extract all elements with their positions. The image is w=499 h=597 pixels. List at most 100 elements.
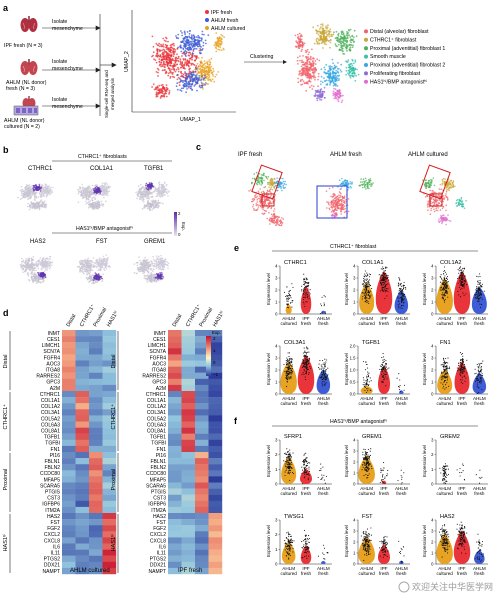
umap-sample-point <box>188 42 190 45</box>
umap-cluster-point <box>329 75 331 78</box>
umap-sample-point <box>214 75 217 78</box>
umap-cluster-point <box>318 30 321 33</box>
umap-cluster-point <box>325 25 327 28</box>
gene-has2: HAS2 <box>30 239 46 245</box>
feature-plot-point <box>155 279 158 282</box>
umap-cluster-point <box>316 99 319 102</box>
scrnaseq-label-2: merged analysis <box>110 77 115 110</box>
feature-plot-point <box>81 265 84 267</box>
feature-plot-point <box>151 263 154 265</box>
feature-plot-point <box>41 201 44 203</box>
umap-cluster-point <box>353 29 356 32</box>
feature-plot-point <box>96 184 99 186</box>
umap-cluster-point <box>346 36 349 39</box>
feature-plot-point <box>35 280 37 283</box>
feature-plot-point <box>108 265 110 267</box>
umap-cluster-point <box>315 39 318 41</box>
umap-cluster-point <box>305 81 308 84</box>
umap-sample-point <box>182 76 184 78</box>
feature-plot-point <box>88 281 90 283</box>
feature-plot-point <box>48 268 51 270</box>
feature-plot-point <box>43 186 46 188</box>
feature-plot-point <box>101 204 103 207</box>
feature-plot-point <box>143 274 146 277</box>
umap-cluster-point <box>297 44 300 46</box>
umap-cluster-point <box>338 88 341 91</box>
umap-cluster-point <box>310 58 312 61</box>
feature-plot-point <box>144 262 146 265</box>
feature-plot-point <box>92 282 95 284</box>
umap-sample-point <box>201 86 204 89</box>
isolate-label-1b: mesenchyme <box>52 26 83 32</box>
feature-plot-point <box>35 197 38 199</box>
umap-sample-point <box>154 59 157 61</box>
feature-plot-point <box>137 185 140 187</box>
umap-cluster-point <box>332 33 335 36</box>
umap-cluster-point <box>341 99 344 102</box>
umap-cluster-point <box>345 73 347 76</box>
umap-sample-point <box>155 71 158 73</box>
feature-plot-point <box>146 207 149 210</box>
feature-plot-point <box>92 204 95 207</box>
feature-plot-point <box>150 280 153 283</box>
umap-cluster-point <box>352 69 354 72</box>
umap-cluster-point <box>296 59 299 62</box>
umap-sample-point <box>200 38 203 41</box>
umap-cluster-point <box>320 75 323 78</box>
feature-plot-point <box>36 191 38 194</box>
umap-cluster-point <box>337 67 340 70</box>
feature-plot-point <box>143 205 146 207</box>
umap-cluster-point <box>309 55 312 58</box>
umap-sample-point <box>198 75 201 77</box>
feature-plot-point-high <box>145 182 148 185</box>
feature-plot-point <box>91 260 93 262</box>
umap-sample-point <box>188 51 191 54</box>
umap-sample-point <box>191 55 194 57</box>
umap-sample-point <box>186 63 189 66</box>
feature-plot-point <box>44 189 47 191</box>
feature-plot-point <box>141 268 144 270</box>
culture-dish-icon <box>13 105 39 116</box>
umap-sample-point <box>195 56 198 59</box>
umap-sample-point <box>190 41 193 43</box>
feature-plot-point <box>150 200 153 202</box>
umap-sample-point <box>181 52 184 55</box>
umap-cluster-point <box>323 66 326 69</box>
umap-cluster-point <box>325 39 328 42</box>
umap-cluster-point <box>299 70 302 72</box>
umap-cluster-point <box>355 74 357 77</box>
umap-cluster-point <box>297 33 299 36</box>
gene-grem1: GREM1 <box>144 239 166 245</box>
feature-plot-point <box>48 189 50 192</box>
feature-plot-point <box>79 186 81 188</box>
feature-plot-point <box>86 278 89 281</box>
umap-cluster-point <box>353 71 355 74</box>
umap-cluster-point <box>334 88 337 91</box>
feature-plot-point <box>77 192 80 195</box>
umap-sample-point <box>155 88 157 91</box>
feature-plot-point <box>158 263 160 265</box>
umap-cluster-point <box>346 49 348 52</box>
umap-cluster-point <box>298 32 301 35</box>
umap-cluster-point <box>337 90 340 93</box>
umap-sample-point <box>180 64 183 66</box>
feature-plot-point <box>139 270 142 272</box>
umap-sample-point <box>169 50 172 53</box>
feature-plot-point <box>133 271 136 274</box>
umap-sample-point <box>208 63 211 66</box>
umap-sample-point <box>182 87 185 90</box>
umap-cluster-point <box>306 59 309 61</box>
umap-cluster-point <box>298 42 301 45</box>
umap-sample-point <box>211 78 214 81</box>
umap-sample-point <box>186 59 189 62</box>
umap-cluster-point <box>339 49 342 51</box>
feature-plot-point <box>85 259 87 262</box>
feature-plot-point <box>19 189 22 192</box>
feature-plot-point-high <box>38 184 41 186</box>
feature-plot-point <box>149 267 152 270</box>
umap-sample-point <box>157 91 160 94</box>
umap-sample-point <box>190 85 193 88</box>
feature-plot-point <box>97 206 100 208</box>
feature-plot-point <box>153 265 155 268</box>
